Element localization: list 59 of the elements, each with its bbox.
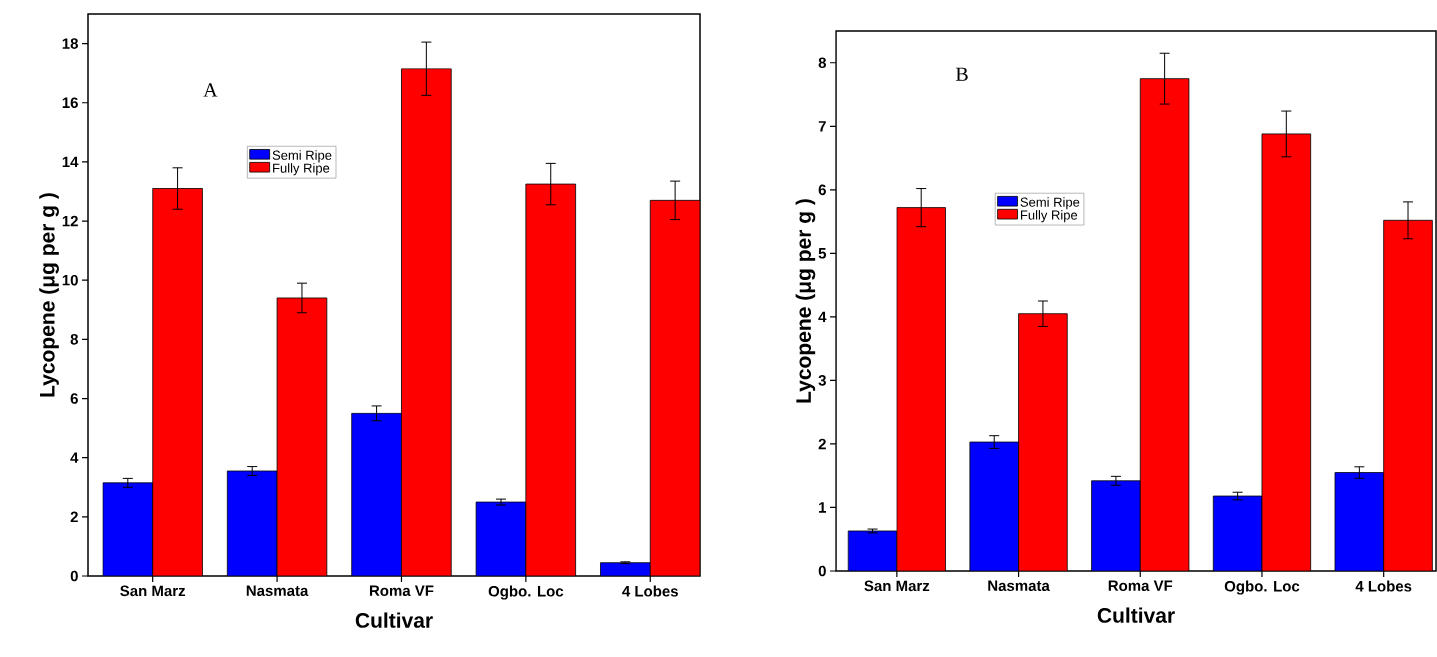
bar — [102, 482, 153, 576]
y-tick-label: 0 — [70, 570, 78, 582]
x-tick-label: 4 Lobes — [622, 585, 678, 597]
bar — [277, 297, 327, 576]
legend-label: Semi Ripe — [1020, 197, 1080, 210]
x-axis-title: Cultivar — [355, 612, 433, 628]
bar — [848, 530, 897, 571]
bar — [1334, 472, 1385, 571]
bar — [600, 562, 651, 576]
y-tick-label: 4 — [818, 311, 827, 323]
x-tick-label: Roma VF — [369, 585, 434, 596]
y-tick-label: 12 — [62, 215, 78, 227]
bar — [152, 188, 203, 576]
bar — [227, 470, 278, 576]
bar — [1213, 496, 1262, 571]
bar — [476, 502, 526, 576]
legend-label: Semi Ripe — [272, 150, 332, 163]
bar — [1018, 313, 1068, 571]
x-axis-title: Cultivar — [1097, 607, 1175, 623]
legend-label: Fully Ripe — [1020, 210, 1078, 223]
x-tick-label: Nasmata — [988, 580, 1050, 591]
bar — [1091, 480, 1141, 571]
bar — [401, 68, 452, 576]
y-tick-label: 7 — [818, 121, 826, 132]
y-tick-label: 3 — [818, 375, 826, 386]
y-tick-label: 16 — [62, 97, 78, 109]
x-tick-label: Ogbo. Loc — [1224, 580, 1300, 595]
y-tick-label: 1 — [819, 502, 827, 513]
x-tick-label: San Marz — [864, 580, 930, 592]
y-axis-title: Lycopene (μg per g ) — [39, 193, 59, 397]
bar — [1140, 78, 1189, 571]
y-tick-label: 10 — [62, 274, 78, 286]
y-tick-label: 6 — [818, 184, 826, 196]
bar — [1261, 133, 1311, 571]
y-tick-label: 0 — [818, 565, 826, 577]
legend-label: Fully Ripe — [273, 163, 330, 176]
bar — [1383, 219, 1433, 571]
y-axis-title: Lycopene (μg per g ) — [795, 199, 816, 403]
y-tick-label: 2 — [818, 438, 826, 450]
y-tick-label: 18 — [62, 38, 78, 49]
annotation: B — [955, 67, 968, 81]
x-tick-label: 4 Lobes — [1355, 580, 1412, 592]
x-tick-label: Roma VF — [1108, 580, 1173, 591]
x-tick-label: Ogbo. Loc — [488, 585, 564, 600]
y-tick-label: 8 — [70, 334, 78, 345]
bar — [351, 413, 402, 576]
y-tick-label: 8 — [818, 57, 827, 69]
annotation: A — [203, 83, 218, 97]
y-tick-label: 6 — [70, 393, 78, 404]
bar — [649, 199, 701, 576]
bar — [525, 184, 576, 576]
x-tick-label: Nasmata — [246, 585, 309, 596]
bar — [969, 442, 1019, 571]
y-tick-label: 4 — [70, 452, 79, 463]
bar — [896, 207, 946, 571]
x-tick-label: San Marz — [120, 585, 186, 597]
y-tick-label: 14 — [62, 156, 79, 168]
y-tick-label: 2 — [70, 511, 78, 523]
y-tick-label: 5 — [818, 248, 827, 259]
